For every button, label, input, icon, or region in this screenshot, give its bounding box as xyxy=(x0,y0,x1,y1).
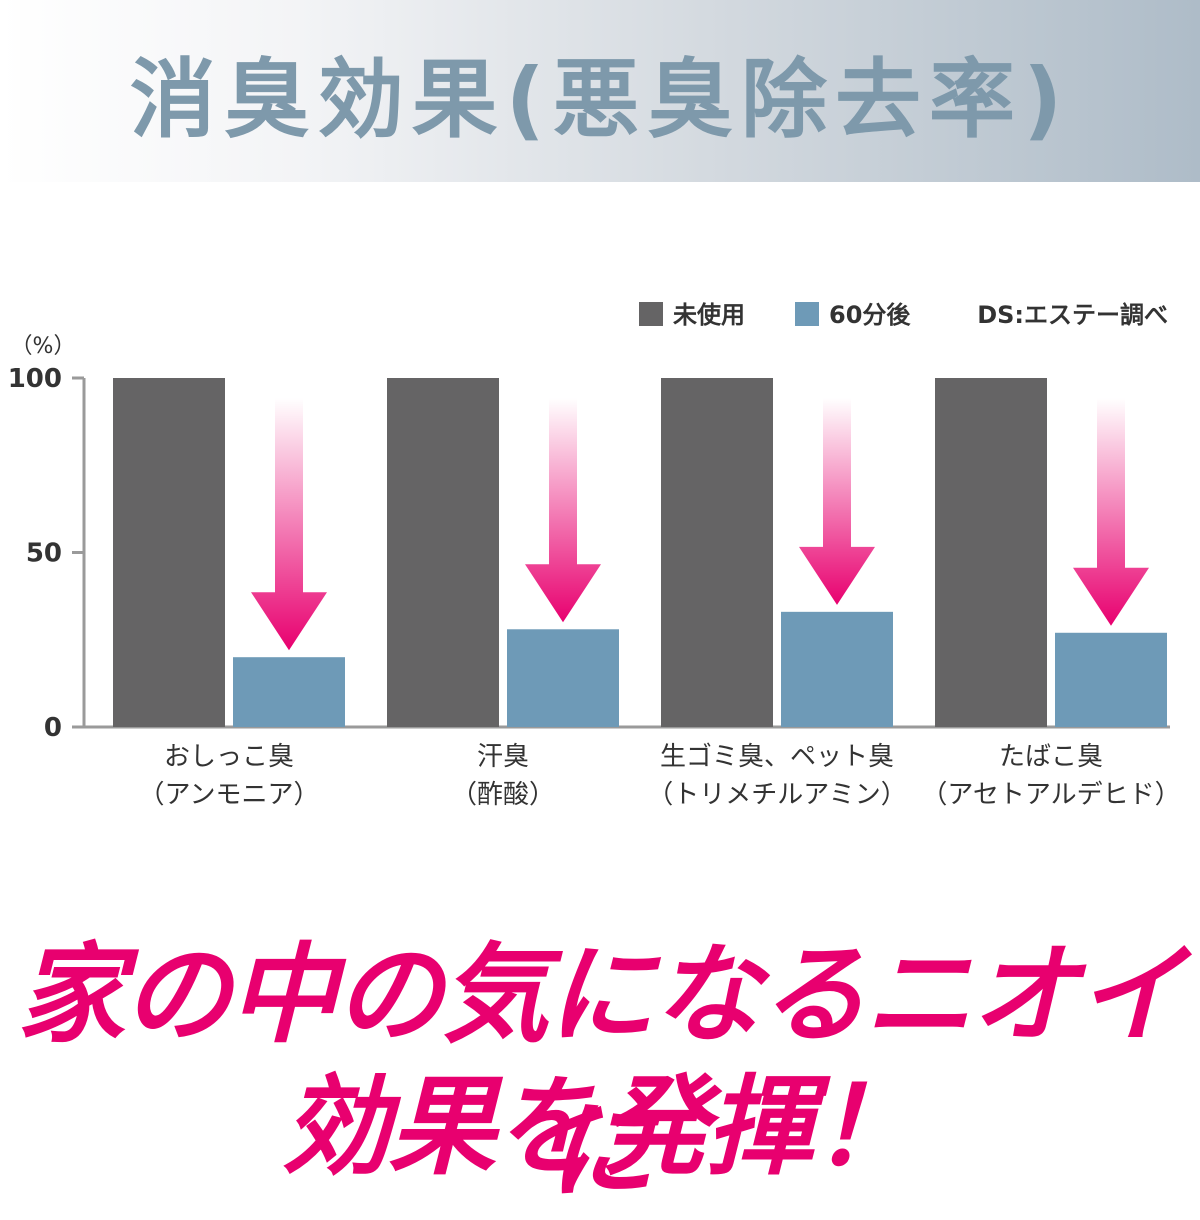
y-tick-label: 0 xyxy=(44,713,62,743)
reduction-arrow-icon xyxy=(251,398,327,651)
deodorizing-effect-chart: （%） 0 50 100 おしっこ臭 （アンモニア） 汗臭 （酢酸） 生ゴミ臭、ペット臭 （トリメ… xyxy=(8,301,1181,810)
y-axis-label: （%） xyxy=(11,334,76,359)
y-tick-label: 50 xyxy=(26,539,62,569)
category-sublabel: （アセトアルデヒド） xyxy=(921,780,1180,810)
tagline-line-1: 家の中の気になるニオイに xyxy=(16,933,1185,1214)
bar-after-60min xyxy=(507,629,619,727)
legend-swatch-unused xyxy=(639,302,663,326)
page-title: 消臭効果(悪臭除去率) xyxy=(129,49,1071,150)
category-label: たばこ臭 xyxy=(999,742,1103,772)
category-sublabel: （アンモニア） xyxy=(139,780,320,810)
bar-unused xyxy=(661,378,773,727)
bar-unused xyxy=(113,378,225,727)
reduction-arrow-icon xyxy=(525,398,601,623)
bar-after-60min xyxy=(233,657,345,727)
tagline-line-2: 効果を発揮！ xyxy=(281,1065,920,1190)
category-label: おしっこ臭 xyxy=(164,742,294,772)
category-sublabel: （酢酸） xyxy=(451,780,555,810)
reduction-arrow-icon xyxy=(799,398,875,605)
legend-label-after-60min: 60分後 xyxy=(829,301,911,329)
bar-after-60min xyxy=(1055,632,1167,727)
reduction-arrow-icon xyxy=(1073,398,1149,626)
y-tick-label: 100 xyxy=(8,364,62,394)
bar-after-60min xyxy=(781,611,893,727)
category-label: 汗臭 xyxy=(477,742,529,772)
legend-label-unused: 未使用 xyxy=(673,301,745,329)
legend-swatch-after-60min xyxy=(795,302,819,326)
source-note: DS:エステー調べ xyxy=(977,301,1168,329)
category-sublabel: （トリメチルアミン） xyxy=(647,780,906,810)
bar-unused xyxy=(935,378,1047,727)
bar-unused xyxy=(387,378,499,727)
header-band xyxy=(0,0,1200,182)
category-label: 生ゴミ臭、ペット臭 xyxy=(660,742,894,772)
